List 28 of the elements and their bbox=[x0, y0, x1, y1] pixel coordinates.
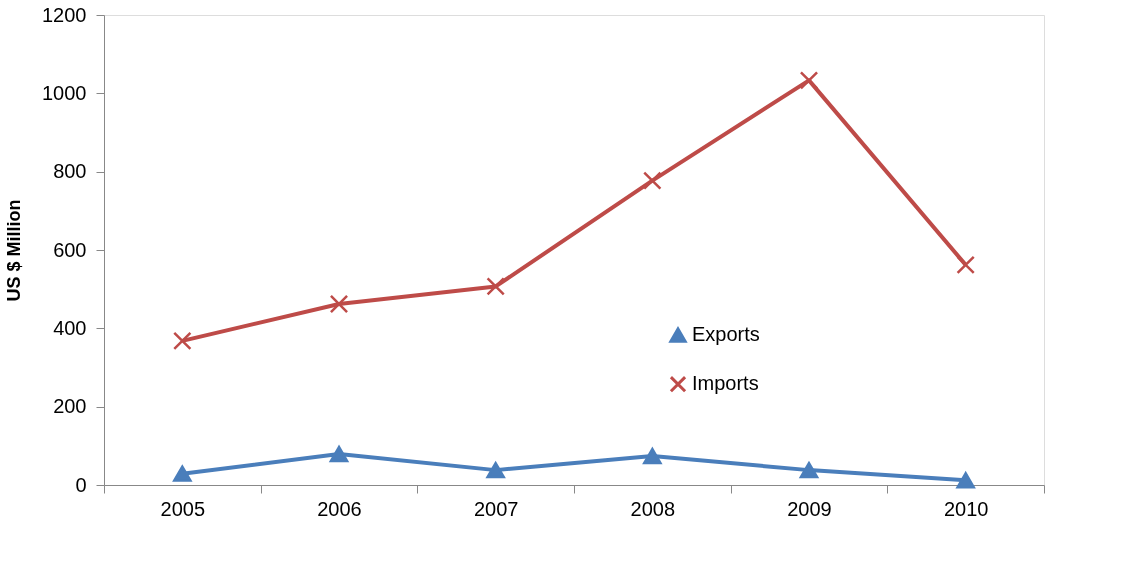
y-tick-label: 1200 bbox=[42, 3, 87, 26]
x-tick-label: 2006 bbox=[317, 497, 362, 520]
x-tick-label: 2009 bbox=[787, 497, 832, 520]
y-tick-label: 0 bbox=[75, 473, 87, 496]
point bbox=[329, 294, 349, 314]
point bbox=[643, 171, 662, 190]
y-tick-label: 400 bbox=[53, 316, 87, 339]
point bbox=[799, 461, 819, 479]
y-tick-label: 200 bbox=[53, 395, 87, 418]
point bbox=[173, 465, 192, 482]
y-tick-label: 600 bbox=[53, 238, 87, 261]
x-tick-label: 2008 bbox=[630, 497, 676, 520]
x-tick-label: 2005 bbox=[160, 497, 206, 520]
y-axis-title: US $ Million bbox=[4, 199, 25, 302]
point bbox=[799, 71, 819, 90]
point bbox=[486, 277, 505, 296]
y-tick-label: 1000 bbox=[42, 81, 87, 104]
point bbox=[173, 331, 192, 351]
legend-label: Exports bbox=[692, 323, 760, 346]
point bbox=[643, 447, 662, 465]
point bbox=[956, 255, 975, 275]
x-tick-label: 2007 bbox=[473, 497, 519, 520]
point bbox=[956, 472, 975, 489]
y-tick-label: 800 bbox=[53, 160, 87, 183]
x-tick-label: 2010 bbox=[943, 497, 989, 520]
point bbox=[486, 461, 505, 479]
legend-label: Imports bbox=[692, 372, 759, 395]
point bbox=[329, 445, 349, 463]
